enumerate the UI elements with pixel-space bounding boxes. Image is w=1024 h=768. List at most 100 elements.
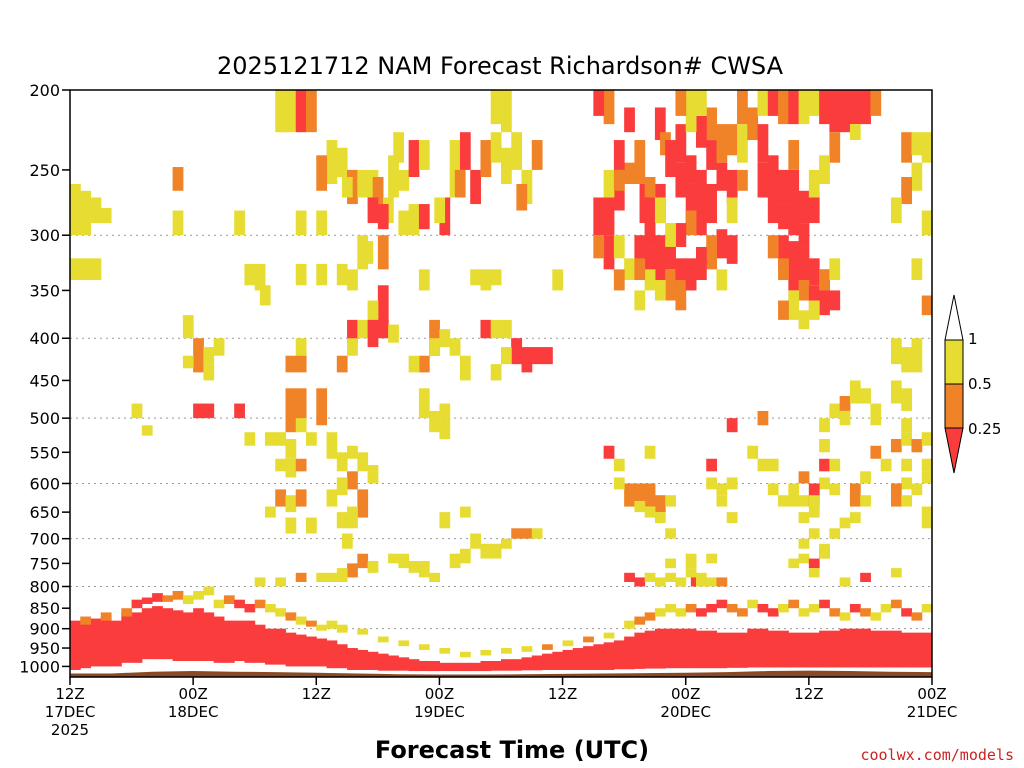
x-tick-label: 19DEC — [414, 703, 465, 721]
heatmap-cell — [624, 636, 635, 670]
heatmap-cell — [778, 235, 789, 270]
heatmap-cell — [459, 355, 471, 381]
heatmap-cell — [901, 458, 912, 472]
heatmap-cell — [213, 599, 225, 609]
heatmap-cell — [624, 258, 635, 281]
heatmap-cell — [244, 620, 256, 663]
heatmap-cell — [285, 388, 297, 433]
heatmap-cell — [511, 659, 523, 671]
heatmap-cell — [839, 577, 851, 587]
x-tick-label: 00Z — [425, 685, 454, 703]
heatmap-cell — [501, 648, 512, 654]
heatmap-cell — [624, 107, 635, 133]
heatmap-cell — [808, 558, 820, 569]
heatmap-cell — [254, 599, 266, 609]
heatmap-cell — [695, 169, 707, 211]
heatmap-cell — [901, 388, 912, 411]
heatmap-cell — [603, 445, 615, 459]
heatmap-cell — [162, 595, 174, 602]
heatmap-cell — [583, 646, 594, 670]
heatmap-cell — [819, 269, 830, 291]
heatmap-cell — [788, 241, 800, 270]
heatmap-cell — [890, 197, 902, 224]
heatmap-cell — [808, 300, 820, 320]
heatmap-cell — [767, 608, 779, 617]
heatmap-cell — [336, 644, 348, 669]
heatmap-cell — [778, 603, 789, 613]
y-tick-label: 200 — [29, 81, 60, 100]
heatmap-cell — [613, 640, 625, 670]
heatmap-cell — [737, 169, 748, 191]
heatmap-cell — [870, 403, 882, 426]
colorbar-label-low: 0.25 — [968, 420, 1001, 438]
heatmap-cell — [377, 235, 389, 270]
heatmap-cell — [757, 410, 769, 426]
heatmap-cell — [593, 197, 605, 236]
heatmap-cell — [172, 210, 184, 236]
heatmap-cell — [326, 489, 338, 507]
heatmap-cell — [275, 489, 287, 507]
heatmap-cell — [408, 140, 420, 178]
heatmap-cell — [172, 167, 184, 191]
heatmap-cell — [819, 418, 830, 433]
heatmap-cell — [685, 183, 697, 224]
heatmap-cell — [798, 223, 810, 247]
heatmap-cell — [665, 558, 676, 569]
heatmap-cell — [562, 640, 574, 647]
heatmap-cell — [634, 577, 646, 587]
heatmap-cell — [131, 612, 143, 663]
heatmap-cell — [798, 90, 810, 125]
x-tick-label: 18DEC — [168, 703, 219, 721]
heatmap-cell — [921, 458, 932, 472]
heatmap-cell — [819, 477, 830, 490]
heatmap-cell — [860, 388, 871, 404]
heatmap-cell — [357, 452, 369, 472]
heatmap-cell — [798, 280, 810, 301]
heatmap-cell — [819, 543, 830, 559]
heatmap-cell — [429, 338, 440, 356]
heatmap-cell — [654, 608, 666, 617]
heatmap-cell — [839, 90, 851, 133]
colorbar-segment-high — [944, 339, 964, 385]
heatmap-cell — [439, 329, 451, 348]
heatmap-cell — [347, 338, 358, 356]
heatmap-cell — [490, 132, 502, 163]
heatmap-cell — [685, 553, 697, 569]
plot-frame — [69, 89, 933, 678]
heatmap-cell — [788, 140, 800, 170]
y-axis: 200 250 300 350 400 450 500 550 600 650 700 750 800 8… — [19, 81, 70, 676]
heatmap-cell — [275, 432, 287, 446]
heatmap-cell — [890, 483, 902, 507]
heatmap-cell — [747, 628, 759, 668]
heatmap-cell — [613, 169, 625, 191]
heatmap-cell — [778, 495, 789, 507]
heatmap-cell — [767, 630, 779, 668]
heatmap-cell — [860, 628, 871, 668]
heatmap-cell — [726, 124, 738, 156]
heatmap-cell — [439, 403, 451, 419]
heatmap-cell — [362, 241, 374, 264]
heatmap-cell — [203, 364, 215, 381]
heatmap-cell — [80, 190, 92, 236]
heatmap-cell — [295, 418, 307, 433]
heatmap-cell — [234, 210, 245, 236]
heatmap-cell — [223, 620, 235, 663]
heatmap-cell — [901, 177, 912, 205]
heatmap-cell — [501, 90, 512, 133]
heatmap-cell — [685, 90, 697, 133]
heatmap-cell — [295, 90, 307, 133]
heatmap-cell — [306, 636, 317, 667]
heatmap-cell — [613, 140, 625, 170]
heatmap-cell — [511, 132, 523, 170]
heatmap-cell — [182, 315, 194, 339]
heatmap-cell — [347, 648, 358, 670]
heatmap-cell — [654, 280, 666, 301]
heatmap-cell — [593, 90, 605, 116]
heatmap-cell — [418, 140, 430, 170]
heatmap-cell — [408, 355, 420, 373]
heatmap-cell — [788, 558, 800, 569]
heatmap-cell — [706, 235, 718, 270]
heatmap-cell — [367, 560, 379, 573]
